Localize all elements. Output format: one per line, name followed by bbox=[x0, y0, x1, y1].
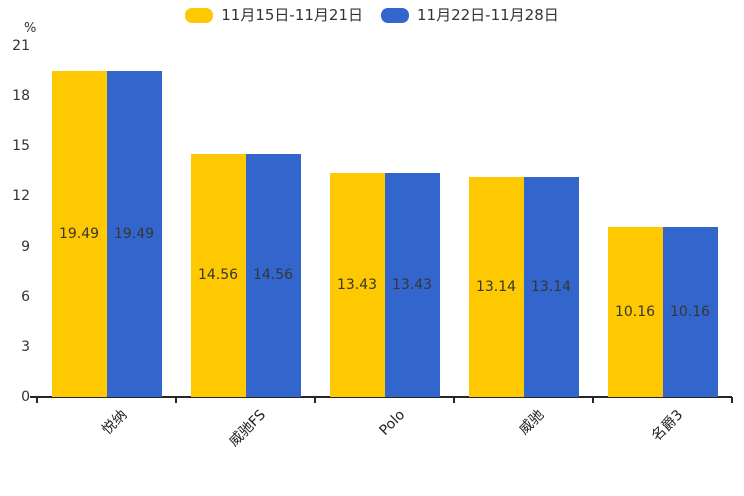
bar-威驰-series0[interactable] bbox=[468, 177, 524, 397]
x-axis-tick bbox=[453, 397, 455, 403]
legend-item-series0[interactable]: 11月15日-11月21日 bbox=[185, 6, 363, 24]
y-axis-tick-label: 15 bbox=[12, 138, 30, 155]
bar-Polo-series1[interactable] bbox=[384, 172, 440, 397]
legend-swatch-icon bbox=[185, 7, 214, 23]
y-axis-tick-label: 0 bbox=[21, 389, 30, 405]
x-axis-line bbox=[30, 396, 732, 398]
y-axis-tick-label: 3 bbox=[21, 338, 30, 355]
bar-悦纳-series0[interactable] bbox=[51, 71, 107, 397]
y-axis-unit-label: % bbox=[24, 21, 37, 36]
legend-swatch-icon bbox=[381, 7, 409, 23]
x-axis-tick bbox=[36, 397, 38, 403]
y-axis-tick-label: 18 bbox=[12, 88, 30, 105]
bar-value-label: 10.16 bbox=[614, 304, 656, 321]
x-axis-tick bbox=[731, 397, 733, 403]
bar-value-label: 14.56 bbox=[197, 267, 239, 284]
x-axis-tick bbox=[592, 397, 594, 403]
bar-威驰FS-series1[interactable] bbox=[245, 153, 301, 397]
bar-value-label: 13.14 bbox=[530, 279, 572, 296]
bar-威驰-series1[interactable] bbox=[523, 177, 579, 397]
bar-value-label: 19.49 bbox=[58, 226, 100, 243]
bar-value-label: 13.43 bbox=[391, 276, 433, 293]
y-axis-tick-label: 9 bbox=[21, 238, 30, 255]
x-axis-label-名爵3: 名爵3 bbox=[648, 407, 686, 445]
x-axis-label-威驰FS: 威驰FS bbox=[225, 407, 269, 450]
y-axis-tick-label: 12 bbox=[12, 188, 30, 205]
y-axis-tick-label: 21 bbox=[12, 38, 30, 54]
bar-名爵3-series0[interactable] bbox=[607, 227, 663, 397]
bar-value-label: 10.16 bbox=[669, 304, 711, 321]
legend-item-series1[interactable]: 11月22日-11月28日 bbox=[381, 6, 559, 24]
chart-legend: 11月15日-11月21日 11月22日-11月28日 bbox=[0, 6, 744, 24]
x-axis-label-威驰: 威驰 bbox=[515, 407, 547, 439]
bar-名爵3-series1[interactable] bbox=[662, 227, 718, 397]
bar-威驰FS-series0[interactable] bbox=[190, 153, 246, 397]
bar-悦纳-series1[interactable] bbox=[106, 71, 162, 397]
legend-label: 11月22日-11月28日 bbox=[417, 6, 559, 24]
x-axis-label-悦纳: 悦纳 bbox=[98, 407, 130, 439]
legend-label: 11月15日-11月21日 bbox=[221, 6, 363, 24]
x-axis-tick bbox=[314, 397, 316, 403]
bar-value-label: 13.14 bbox=[475, 279, 517, 296]
bar-value-label: 14.56 bbox=[252, 267, 294, 284]
x-axis-tick bbox=[175, 397, 177, 403]
x-axis-label-Polo: Polo bbox=[376, 407, 408, 439]
bar-value-label: 13.43 bbox=[336, 276, 378, 293]
bar-Polo-series0[interactable] bbox=[329, 172, 385, 397]
y-axis-tick-label: 6 bbox=[21, 288, 30, 305]
bar-value-label: 19.49 bbox=[113, 226, 155, 243]
